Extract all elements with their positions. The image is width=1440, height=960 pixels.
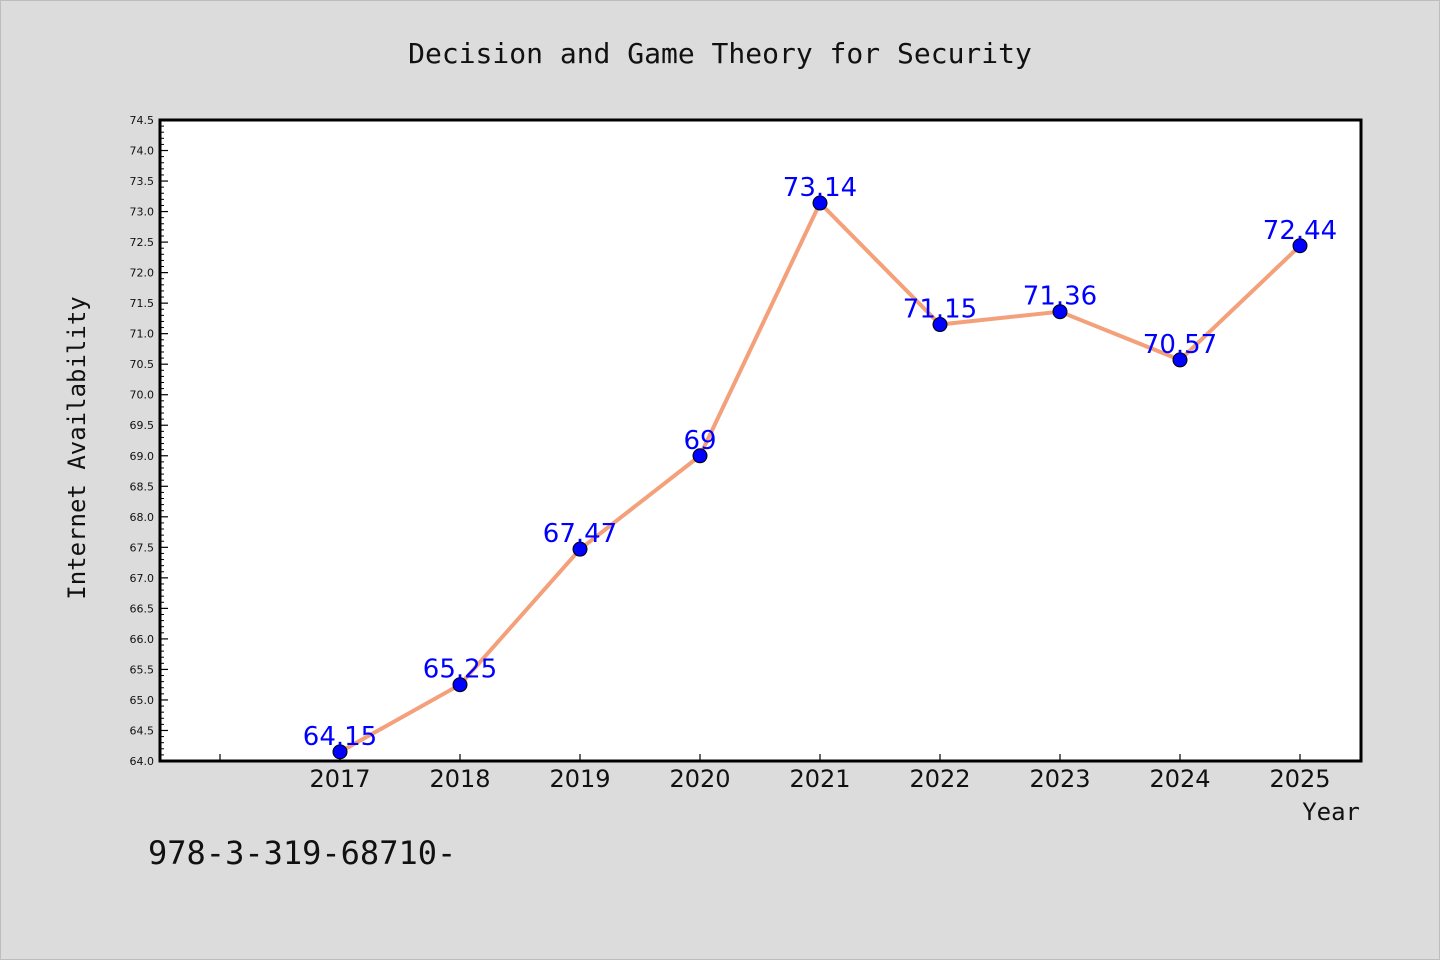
data-point [572, 541, 588, 557]
y-tick-label: 68.0 [130, 511, 155, 524]
data-label: 64.15 [303, 722, 377, 752]
data-point [692, 448, 708, 464]
chart-title: Decision and Game Theory for Security [408, 37, 1032, 70]
x-axis-label: Year [1302, 798, 1360, 826]
y-tick-label: 74.0 [130, 145, 155, 158]
data-label: 65.25 [423, 655, 497, 685]
x-tick-label: 2017 [309, 765, 370, 793]
y-tick-label: 71.5 [130, 297, 155, 310]
data-point [932, 317, 948, 333]
plot-area [158, 118, 1363, 763]
x-tick-label: 2019 [549, 765, 610, 793]
y-tick-label: 73.0 [130, 206, 155, 219]
y-tick-label: 70.0 [130, 389, 155, 402]
y-tick-label: 67.0 [130, 572, 155, 585]
data-point [332, 744, 348, 760]
y-tick-label: 64.0 [130, 755, 155, 768]
x-tick-label: 2020 [669, 765, 730, 793]
y-tick-label: 69.0 [130, 450, 155, 463]
y-tick-label: 64.5 [130, 724, 155, 737]
data-label: 67.47 [543, 519, 617, 549]
y-tick-label: 68.5 [130, 480, 155, 493]
y-tick-label: 66.0 [130, 633, 155, 646]
data-label: 73.14 [783, 173, 857, 203]
y-tick-label: 74.5 [130, 114, 155, 127]
y-tick-label: 72.5 [130, 236, 155, 249]
x-tick-label: 2018 [429, 765, 490, 793]
data-point [1172, 352, 1188, 368]
y-axis-label: Internet Availability [63, 296, 91, 599]
data-point [1292, 238, 1308, 254]
data-label: 70.57 [1143, 330, 1217, 360]
y-tick-label: 73.5 [130, 175, 155, 188]
x-tick-label: 2024 [1149, 765, 1210, 793]
x-axis-ticks: 2017 2018 2019 2020 2021 2022 2023 2024 2025 [219, 754, 1331, 793]
y-axis-ticks: 64.0 64.5 65.0 65.5 66.0 66.5 67.0 67.5 68.0 68.5… [130, 114, 168, 768]
y-tick-label: 65.0 [130, 694, 155, 707]
y-tick-label: 71.0 [130, 328, 155, 341]
y-tick-label: 69.5 [130, 419, 155, 432]
y-tick-label: 66.5 [130, 602, 155, 615]
x-tick-label: 2025 [1269, 765, 1330, 793]
y-tick-label: 67.5 [130, 541, 155, 554]
x-tick-label: 2022 [909, 765, 970, 793]
data-point [812, 195, 828, 211]
x-tick-label: 2021 [789, 765, 850, 793]
data-point [452, 677, 468, 693]
data-point [1052, 304, 1068, 320]
y-tick-label: 72.0 [130, 267, 155, 280]
isbn-footer: 978-3-319-68710- [148, 834, 456, 872]
data-label: 72.44 [1263, 216, 1337, 246]
y-tick-label: 70.5 [130, 358, 155, 371]
data-label: 71.15 [903, 295, 977, 325]
y-tick-label: 65.5 [130, 663, 155, 676]
data-label: 69 [683, 426, 716, 456]
series-layer: 64.15 65.25 67.47 69 73.14 71.15 71.36 70.57 72.… [303, 173, 1337, 760]
x-tick-label: 2023 [1029, 765, 1090, 793]
data-label: 71.36 [1023, 282, 1097, 312]
